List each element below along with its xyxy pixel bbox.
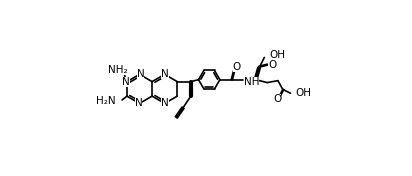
Text: OH: OH [269,51,285,61]
Text: NH: NH [243,77,259,87]
Text: N: N [137,69,144,79]
Text: N: N [162,98,169,108]
Text: O: O [273,95,281,104]
Text: N: N [135,98,143,108]
Text: O: O [269,60,277,70]
Text: NH₂: NH₂ [108,65,128,75]
Text: O: O [233,62,241,73]
Text: N: N [122,77,130,87]
Text: H₂N: H₂N [96,96,115,106]
Text: N: N [162,69,169,79]
Text: OH: OH [295,88,311,98]
